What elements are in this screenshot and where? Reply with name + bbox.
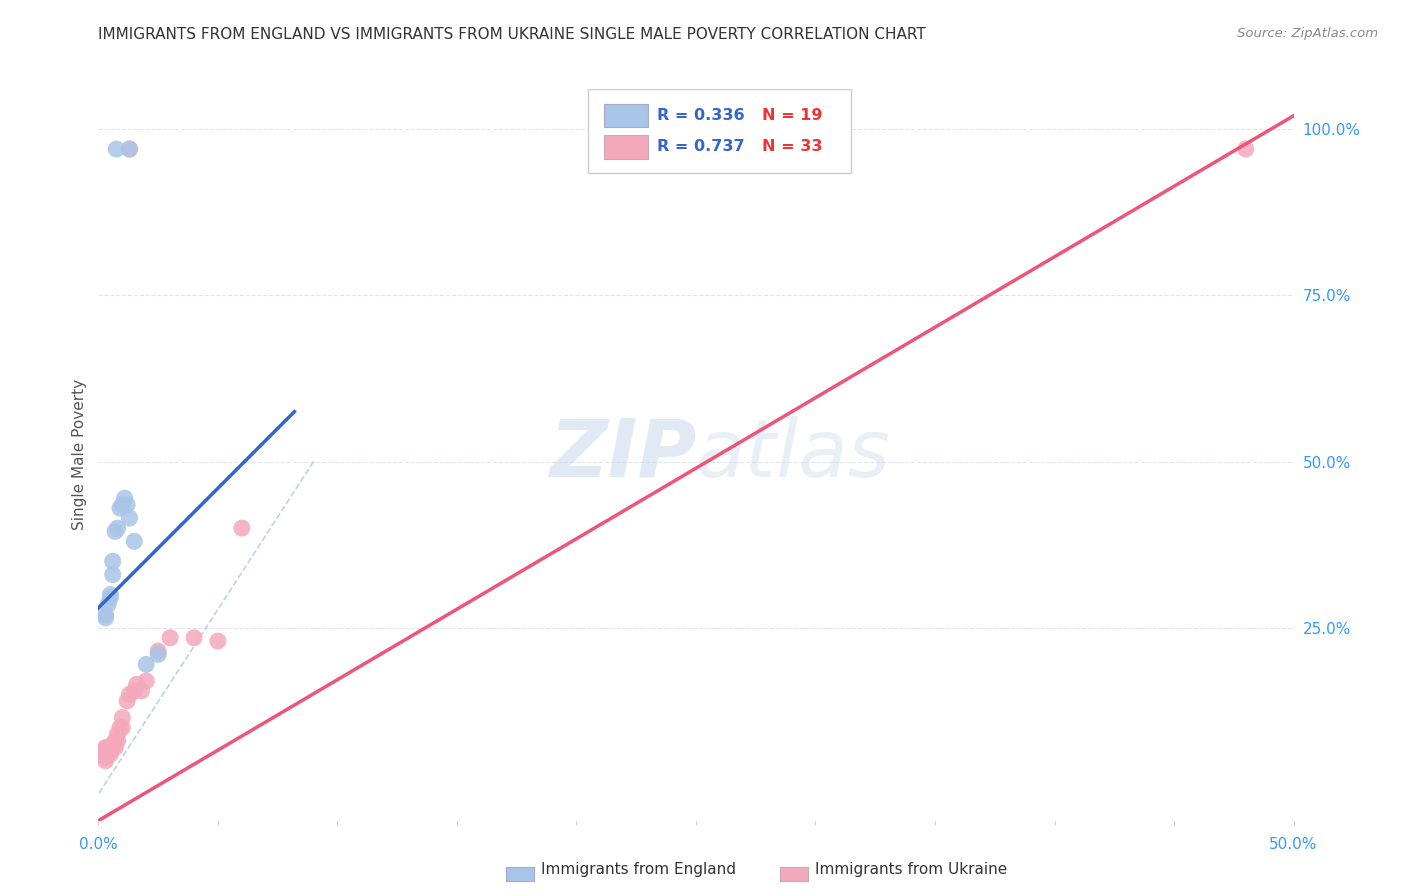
Text: ZIP: ZIP [548,416,696,494]
Point [115,694,138,708]
Text: 0.0%: 0.0% [79,838,118,852]
Point [118,687,141,701]
Point [94,740,117,755]
Point [90,747,112,761]
FancyBboxPatch shape [605,136,648,159]
Point [207,634,229,648]
Point [98,591,122,605]
Point [118,142,141,156]
Point [135,657,157,672]
Text: R = 0.737: R = 0.737 [657,139,744,153]
Text: Immigrants from England: Immigrants from England [541,863,737,877]
Point [148,644,170,658]
Point [94,611,117,625]
Point [107,521,129,535]
Point [97,747,120,761]
Point [105,142,128,156]
Point [98,744,122,758]
Point [114,491,136,505]
Point [1234,142,1257,156]
Point [98,588,122,602]
Text: N = 33: N = 33 [762,139,823,153]
Y-axis label: Single Male Poverty: Single Male Poverty [72,379,87,531]
Point [101,737,124,751]
Point [101,740,124,755]
Point [94,750,117,764]
Point [104,524,127,539]
Point [91,744,114,758]
Point [101,554,124,568]
Point [107,734,129,748]
Text: N = 19: N = 19 [762,108,823,123]
Point [104,740,127,755]
Text: atlas: atlas [696,416,891,494]
Point [135,673,157,688]
Text: 50.0%: 50.0% [1270,838,1317,852]
Point [97,740,120,755]
Point [124,684,146,698]
Point [118,142,141,156]
Text: IMMIGRANTS FROM ENGLAND VS IMMIGRANTS FROM UKRAINE SINGLE MALE POVERTY CORRELATI: IMMIGRANTS FROM ENGLAND VS IMMIGRANTS FR… [98,27,927,42]
Point [111,710,134,724]
Point [108,501,131,516]
Point [231,521,253,535]
Point [101,567,124,582]
Point [125,677,148,691]
Point [118,511,141,525]
Point [115,498,138,512]
Point [111,498,134,512]
Point [94,607,117,622]
Text: R = 0.336: R = 0.336 [657,108,744,123]
Point [124,534,146,549]
Point [159,631,181,645]
Point [91,747,114,761]
Point [107,727,129,741]
Point [97,598,120,612]
FancyBboxPatch shape [605,103,648,128]
Text: Source: ZipAtlas.com: Source: ZipAtlas.com [1237,27,1378,40]
Text: Immigrants from Ukraine: Immigrants from Ukraine [815,863,1008,877]
Point [94,754,117,768]
Point [98,747,122,761]
Point [108,721,131,735]
Point [183,631,205,645]
FancyBboxPatch shape [589,89,852,173]
Point [131,684,153,698]
Point [104,734,127,748]
Point [148,648,170,662]
Point [97,744,120,758]
Point [111,721,134,735]
